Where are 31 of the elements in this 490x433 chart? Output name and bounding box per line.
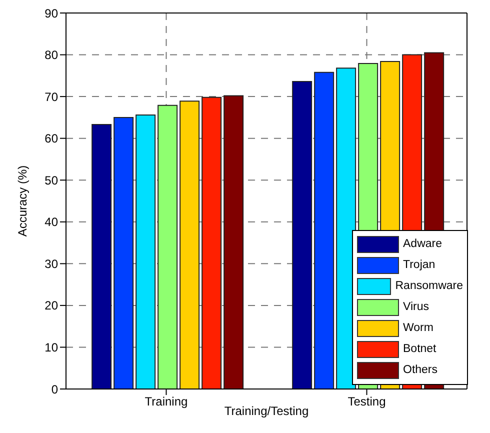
y-tick-label: 60 <box>44 132 58 146</box>
bar <box>202 96 222 389</box>
x-axis-title: Training/Testing <box>224 404 309 418</box>
y-tick-label: 80 <box>44 48 58 62</box>
legend-label: Worm <box>402 321 434 336</box>
y-tick-label: 30 <box>44 256 58 271</box>
y-tick-label: 70 <box>44 90 58 104</box>
legend-label: Trojan <box>402 258 436 273</box>
legend-label: Virus <box>402 300 430 315</box>
y-tick-label: 10 <box>44 340 58 354</box>
bar <box>224 95 244 389</box>
x-tick-label: Training <box>144 394 188 409</box>
y-tick-label: 90 <box>44 6 58 20</box>
bar <box>136 114 156 389</box>
y-tick-label: 40 <box>44 215 58 230</box>
bar <box>336 68 356 389</box>
y-tick-label: 0 <box>51 382 58 396</box>
y-axis-title: Accuracy (%) <box>15 165 30 237</box>
y-tick-label: 50 <box>44 173 58 188</box>
legend-label: Adware <box>402 237 443 252</box>
bar <box>158 104 178 389</box>
bar <box>180 100 200 389</box>
x-tick-label: Testing <box>348 394 386 409</box>
bar <box>114 116 134 389</box>
bar <box>92 124 112 389</box>
legend-label: Others <box>402 363 439 378</box>
bar <box>314 72 334 389</box>
legend-label: Botnet <box>402 342 438 357</box>
legend-label: Ransomware <box>394 279 463 294</box>
y-tick-label: 20 <box>44 298 58 313</box>
bar <box>292 81 312 389</box>
